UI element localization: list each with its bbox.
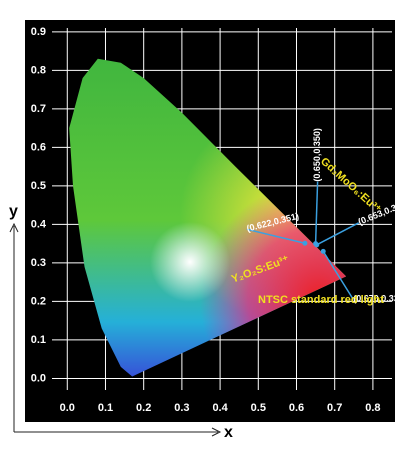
y-axis-label: y — [9, 203, 18, 220]
x-tick-label: 0.2 — [136, 402, 151, 414]
point — [314, 242, 320, 248]
point — [302, 240, 308, 246]
y-tick-label: 0.7 — [31, 103, 46, 115]
point-label: (0.670,0.330) — [353, 294, 406, 304]
x-tick-label: 0.7 — [327, 402, 342, 414]
x-tick-label: 0.3 — [174, 402, 189, 414]
x-tick-label: 0.6 — [289, 402, 304, 414]
annotation-arrow — [314, 181, 319, 244]
x-tick-label: 0.8 — [365, 402, 380, 414]
x-tick-label: 0.4 — [212, 402, 228, 414]
series-label: NTSC standard red light — [258, 294, 384, 306]
x-tick-label: 0.0 — [60, 402, 75, 414]
y-tick-label: 0.2 — [31, 295, 46, 307]
x-arrow-head — [211, 427, 222, 437]
x-axis-label: x — [224, 424, 233, 441]
annotation-arrow — [322, 250, 354, 300]
y-tick-label: 0.4 — [31, 218, 47, 230]
annotation-arrow — [246, 228, 306, 245]
y-tick-label: 0.0 — [31, 372, 46, 384]
y-tick-label: 0.5 — [31, 180, 46, 192]
y-tick-label: 0.6 — [31, 141, 46, 153]
x-tick-label: 0.5 — [251, 402, 266, 414]
x-tick-label: 0.1 — [98, 402, 113, 414]
annotation-arrow — [316, 222, 360, 246]
y-tick-label: 0.1 — [31, 334, 46, 346]
point-label: (0.650,0.350) — [312, 128, 322, 182]
y-tick-label: 0.8 — [31, 64, 46, 76]
y-tick-label: 0.3 — [31, 257, 46, 269]
y-tick-label: 0.9 — [31, 26, 46, 38]
point — [320, 248, 326, 254]
y-arrow-head — [9, 222, 19, 233]
